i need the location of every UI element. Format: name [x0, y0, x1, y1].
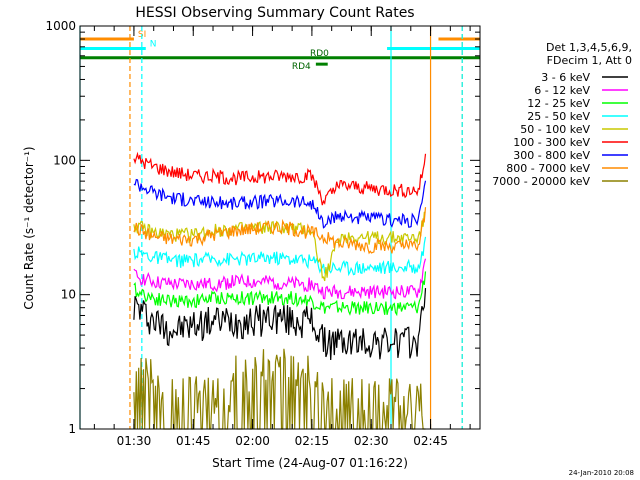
flag-label: RD4	[292, 62, 311, 72]
flag-label: N	[150, 39, 157, 49]
legend-header-line: FDecim 1, Att 0	[547, 54, 632, 67]
legend: Det 1,3,4,5,6,9,FDecim 1, Att 0 3 - 6 keV…	[492, 41, 632, 188]
chart-title: HESSI Observing Summary Count Rates	[135, 5, 414, 21]
y-tick-label: 10	[61, 288, 76, 302]
legend-entry-label: 100 - 300 keV	[513, 136, 590, 149]
x-tick-label: 01:30	[117, 434, 152, 448]
x-axis-label: Start Time (24-Aug-07 01:16:22)	[212, 456, 408, 470]
plot-frame	[79, 25, 481, 430]
legend-entry-label: 50 - 100 keV	[520, 123, 590, 136]
y-tick-label: 1000	[45, 19, 76, 33]
y-tick-label: 1	[68, 422, 76, 436]
series-line	[133, 211, 426, 282]
legend-entry-label: 25 - 50 keV	[527, 110, 590, 123]
vertical-markers	[79, 26, 463, 429]
legend-entry-label: 3 - 6 keV	[541, 71, 590, 84]
series-line	[133, 288, 427, 361]
x-tick-label: 01:45	[176, 434, 211, 448]
series-line	[133, 151, 427, 206]
x-tick-label: 02:15	[295, 434, 330, 448]
legend-entry-label: 800 - 7000 keV	[506, 162, 590, 175]
flag-label: RD0	[310, 49, 329, 59]
y-axis-label: Count Rate (s⁻¹ detector⁻¹)	[22, 146, 36, 309]
y-tick-label: 100	[53, 153, 76, 167]
series-line	[133, 207, 427, 255]
legend-entry-label: 6 - 12 keV	[534, 84, 590, 97]
series-line	[133, 258, 427, 300]
legend-entry-label: 12 - 25 keV	[527, 97, 590, 110]
y-axis: 1 10 100 1000	[45, 19, 480, 436]
x-tick-label: 02:45	[413, 434, 448, 448]
series-line	[133, 236, 427, 277]
legend-entry-label: 300 - 800 keV	[513, 149, 590, 162]
x-tick-label: 02:30	[354, 434, 389, 448]
series-layer	[133, 151, 427, 430]
x-axis: 01:30 01:45 02:00 02:15 02:30 02:45	[93, 26, 471, 448]
x-tick-label: 02:00	[235, 434, 270, 448]
series-line	[133, 178, 427, 229]
legend-entry-label: 7000 - 20000 keV	[492, 175, 590, 188]
footer-timestamp: 24-Jan-2010 20:08	[569, 469, 634, 477]
legend-header-line: Det 1,3,4,5,6,9,	[546, 41, 632, 54]
series-line	[133, 271, 427, 317]
